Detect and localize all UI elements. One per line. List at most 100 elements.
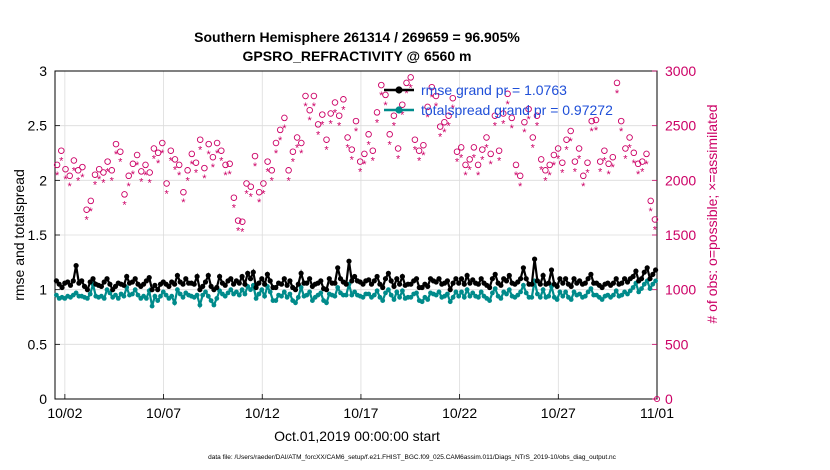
spread-point (515, 292, 521, 298)
possible-obs-marker (150, 145, 158, 152)
assimilated-obs-marker: * (286, 175, 291, 187)
assimilated-obs-marker: * (375, 117, 380, 129)
spread-point (400, 288, 405, 294)
y-tick-label: 0 (39, 391, 47, 407)
assimilated-obs-marker: * (421, 150, 426, 162)
spread-point (377, 294, 383, 300)
assimilated-obs-marker: * (341, 104, 346, 116)
spread-point (360, 294, 366, 300)
assimilated-obs-marker: * (611, 162, 616, 174)
assimilated-obs-marker: * (379, 90, 384, 102)
assimilated-obs-marker: * (76, 175, 81, 187)
rmse-point (146, 275, 152, 281)
spread-point (262, 293, 267, 299)
possible-obs-marker (66, 172, 73, 180)
possible-obs-marker (53, 161, 61, 169)
possible-obs-marker (306, 106, 313, 114)
rmse-point (352, 273, 358, 280)
rmse-point (267, 278, 273, 284)
spread-point (613, 288, 619, 294)
y-tick-label: 1 (39, 282, 47, 298)
assimilated-obs-marker: * (261, 189, 266, 201)
possible-obs-marker (424, 103, 431, 111)
rmse-point (560, 280, 566, 286)
rmse-point (399, 273, 405, 280)
rmse-point (506, 272, 512, 279)
spread-point (332, 293, 338, 299)
assimilated-obs-marker: * (468, 164, 473, 176)
spread-point (318, 290, 324, 296)
rmse-point (613, 276, 619, 282)
assimilated-obs-marker: * (282, 123, 287, 135)
assimilated-obs-marker: * (594, 125, 599, 137)
rmse-point (478, 276, 484, 282)
possible-obs-marker (74, 167, 82, 174)
spread-point (461, 294, 467, 300)
possible-obs-marker (251, 152, 259, 160)
rmse-point (253, 284, 259, 291)
assimilated-obs-marker: * (223, 170, 228, 182)
spread-point (585, 289, 591, 295)
possible-obs-marker (428, 83, 436, 91)
rmse-point (200, 283, 206, 289)
rmse-point (245, 270, 251, 276)
assimilated-obs-marker: * (615, 88, 620, 100)
y2-tick-label: 1500 (665, 227, 696, 243)
possible-obs-marker (117, 148, 124, 155)
rmse-point (90, 276, 96, 282)
assimilated-obs-marker: * (257, 197, 262, 209)
legend-totalspread-marker (395, 106, 403, 114)
rmse-point (70, 278, 76, 284)
spread-point (259, 287, 265, 293)
spread-point (307, 289, 312, 295)
possible-obs-marker (171, 156, 179, 163)
rmse-point (523, 276, 529, 282)
rmse-point (582, 280, 588, 286)
possible-obs-marker (243, 180, 250, 187)
possible-obs-marker (163, 180, 170, 187)
possible-obs-marker (622, 145, 629, 152)
assimilated-obs-marker: * (68, 181, 73, 193)
assimilated-obs-marker: * (358, 167, 363, 179)
assimilated-obs-marker: * (497, 156, 502, 168)
possible-obs-marker (344, 134, 351, 141)
x-axis-label: Oct.01,2019 00:00:00 start (274, 428, 440, 444)
assimilated-obs-marker: * (602, 156, 607, 168)
assimilated-obs-marker: * (573, 167, 578, 179)
possible-obs-marker (234, 217, 242, 224)
possible-obs-marker (512, 161, 520, 169)
possible-obs-marker (575, 145, 583, 152)
assimilated-obs-marker: * (548, 170, 553, 182)
spread-point (571, 289, 577, 295)
spread-point (335, 285, 341, 290)
possible-obs-marker (491, 112, 499, 119)
rmse-point (326, 276, 332, 282)
possible-obs-marker (91, 171, 99, 178)
rmse-point (492, 271, 498, 277)
assimilated-obs-marker: * (173, 164, 178, 176)
spread-point (470, 290, 476, 296)
assimilated-obs-marker: * (240, 227, 245, 239)
rmse-point (104, 276, 110, 282)
rmse-point (84, 287, 90, 293)
possible-obs-marker (643, 150, 650, 158)
tick-marks (55, 70, 658, 400)
rmse-point (647, 276, 653, 282)
possible-obs-marker (226, 160, 233, 168)
spread-point (625, 291, 630, 297)
possible-obs-marker (213, 139, 221, 147)
possible-obs-marker (609, 153, 617, 161)
assimilated-obs-marker: * (215, 148, 220, 160)
rmse-point (298, 270, 304, 276)
possible-obs-marker (445, 112, 452, 119)
rmse-point (630, 273, 636, 280)
spread-point (152, 293, 158, 299)
assimilated-obs-marker: * (505, 99, 510, 111)
possible-obs-marker (516, 172, 524, 180)
rmse-point (388, 278, 394, 284)
rmse-point (397, 281, 403, 287)
assimilated-obs-marker: * (105, 167, 110, 179)
grid-lines (55, 71, 658, 399)
spread-point (546, 293, 552, 299)
